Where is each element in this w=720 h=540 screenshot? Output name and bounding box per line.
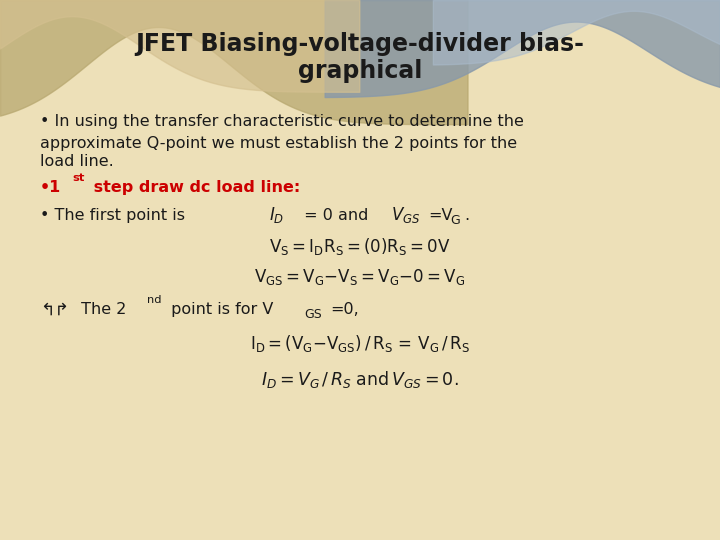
Text: =0,: =0, <box>330 302 359 317</box>
Text: st: st <box>72 173 84 183</box>
Text: nd: nd <box>147 295 161 305</box>
Text: $\mathregular{I_D{=}(V_G{-}V_{GS})\,/\,R_S\,=\,V_G\,/\,R_S}$: $\mathregular{I_D{=}(V_G{-}V_{GS})\,/\,R… <box>250 334 470 354</box>
Text: ↰↱: ↰↱ <box>40 300 68 319</box>
Text: • The first point is: • The first point is <box>40 208 190 223</box>
Text: .: . <box>464 208 469 223</box>
Text: G: G <box>450 214 460 227</box>
Text: • In using the transfer characteristic curve to determine the: • In using the transfer characteristic c… <box>40 114 523 129</box>
Text: GS: GS <box>304 308 322 321</box>
Text: $\mathit{I_D{=}V_G\,/\,R_S\;\mathrm{and}\,V_{GS}{=}0.}$: $\mathit{I_D{=}V_G\,/\,R_S\;\mathrm{and}… <box>261 369 459 390</box>
Text: $\mathit{V}_{GS}$: $\mathit{V}_{GS}$ <box>391 205 420 226</box>
Text: $\mathregular{V_{GS}{=}V_G{-}V_S{=}V_G{-}0{=}V_G}$: $\mathregular{V_{GS}{=}V_G{-}V_S{=}V_G{-… <box>254 267 466 287</box>
Text: graphical: graphical <box>298 59 422 83</box>
Text: = 0 and: = 0 and <box>299 208 373 223</box>
Text: point is for V: point is for V <box>166 302 273 317</box>
Text: JFET Biasing-voltage-divider bias-: JFET Biasing-voltage-divider bias- <box>135 32 585 56</box>
Text: •1: •1 <box>40 180 61 195</box>
Text: $\mathregular{V_S{=}I_DR_S{=}(0)R_S{=}0V}$: $\mathregular{V_S{=}I_DR_S{=}(0)R_S{=}0V… <box>269 237 451 257</box>
Text: approximate Q-point we must establish the 2 points for the: approximate Q-point we must establish th… <box>40 136 517 151</box>
Text: The 2: The 2 <box>76 302 126 317</box>
Text: load line.: load line. <box>40 154 113 170</box>
Text: $\mathit{I}_D$: $\mathit{I}_D$ <box>269 205 284 226</box>
Text: step draw dc load line:: step draw dc load line: <box>88 180 300 195</box>
Text: =V: =V <box>428 208 453 223</box>
